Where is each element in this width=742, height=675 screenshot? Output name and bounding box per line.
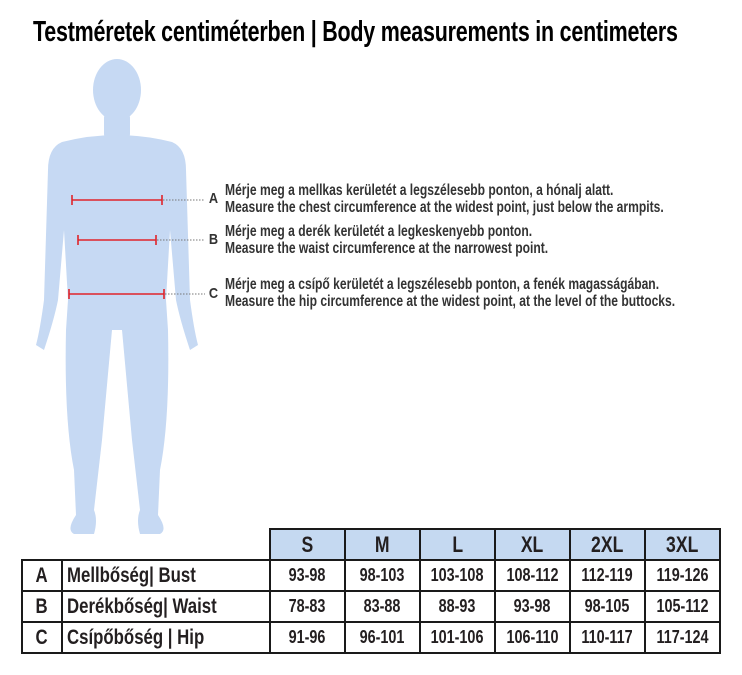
cell: 103-108 (431, 565, 484, 585)
row-letter: B (35, 594, 49, 618)
leader-lines (157, 199, 205, 295)
instruction-c-hu: Mérje meg a csípő kerületét a legszélese… (225, 276, 660, 293)
human-figure (36, 59, 198, 534)
cell: 117-124 (656, 627, 709, 647)
cell: 106-110 (506, 627, 559, 647)
size-l: L (419, 528, 496, 561)
cell: 93-98 (514, 596, 551, 616)
row-letter: A (35, 563, 49, 587)
cell: 112-119 (581, 565, 634, 585)
size-header-row: S M L XL 2XL 3XL (22, 528, 721, 561)
row-label: Mellbőség| Bust (67, 563, 196, 587)
marker-c: C (208, 285, 219, 302)
table-row: B Derékbőség| Waist 78-83 83-88 88-93 93… (21, 590, 721, 623)
cell: 78-83 (289, 596, 326, 616)
cell: 96-101 (360, 627, 405, 647)
cell: 83-88 (364, 596, 401, 616)
page-title: Testméretek centiméterben | Body measure… (33, 16, 678, 48)
instruction-a-en: Measure the chest circumference at the w… (225, 199, 664, 216)
size-table: S M L XL 2XL 3XL A Mellbőség| Bust 93-98… (21, 528, 721, 654)
marker-a: A (208, 190, 219, 207)
cell: 98-103 (360, 565, 405, 585)
size-2xl: 2XL (569, 528, 646, 561)
cell: 91-96 (289, 627, 326, 647)
size-s: S (269, 528, 346, 561)
cell: 98-105 (585, 596, 630, 616)
cell: 88-93 (439, 596, 476, 616)
table-row: C Csípőbőség | Hip 91-96 96-101 101-106 … (21, 621, 721, 654)
instruction-c-en: Measure the hip circumference at the wid… (225, 293, 676, 310)
size-3xl: 3XL (644, 528, 721, 561)
instruction-a: Mérje meg a mellkas kerületét a legszéle… (225, 182, 664, 216)
table-row: A Mellbőség| Bust 93-98 98-103 103-108 1… (21, 559, 721, 592)
cell: 108-112 (506, 565, 559, 585)
marker-b: B (208, 231, 219, 248)
size-xl: XL (494, 528, 571, 561)
instruction-a-hu: Mérje meg a mellkas kerületét a legszéle… (225, 182, 614, 199)
cell: 93-98 (289, 565, 326, 585)
size-m: M (344, 528, 421, 561)
cell: 105-112 (656, 596, 709, 616)
instruction-b-hu: Mérje meg a derék kerületét a legkeskeny… (225, 223, 533, 240)
cell: 119-126 (656, 565, 709, 585)
instruction-b-en: Measure the waist circumference at the n… (225, 240, 549, 257)
instruction-c: Mérje meg a csípő kerületét a legszélese… (225, 276, 675, 310)
cell: 101-106 (431, 627, 484, 647)
cell: 110-117 (581, 627, 634, 647)
measure-lines (68, 195, 165, 299)
row-label: Csípőbőség | Hip (67, 625, 205, 649)
row-label: Derékbőség| Waist (67, 594, 217, 618)
instruction-b: Mérje meg a derék kerületét a legkeskeny… (225, 223, 548, 257)
row-letter: C (35, 625, 49, 649)
